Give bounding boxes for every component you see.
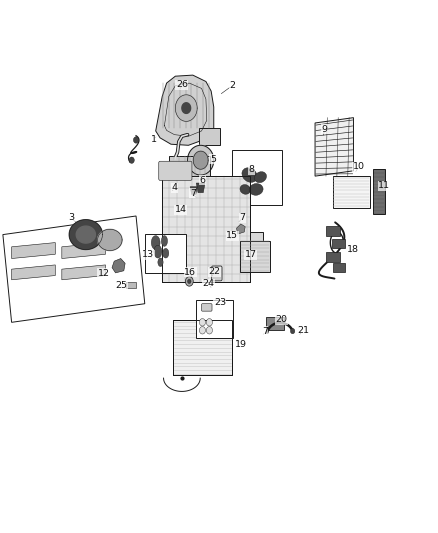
FancyBboxPatch shape [196, 300, 233, 338]
Circle shape [206, 319, 212, 326]
Polygon shape [190, 187, 197, 195]
FancyBboxPatch shape [199, 128, 220, 146]
Polygon shape [62, 265, 106, 280]
Circle shape [199, 319, 205, 326]
Text: 10: 10 [353, 162, 365, 171]
Text: 8: 8 [249, 165, 255, 174]
Text: 3: 3 [68, 213, 74, 222]
Ellipse shape [162, 248, 169, 258]
FancyBboxPatch shape [332, 176, 370, 208]
Text: 9: 9 [321, 125, 328, 134]
Ellipse shape [158, 258, 163, 266]
Polygon shape [62, 243, 106, 259]
Text: 17: 17 [244, 251, 256, 260]
Text: 22: 22 [208, 268, 221, 276]
Text: 15: 15 [226, 231, 238, 240]
Text: 20: 20 [276, 315, 287, 324]
FancyBboxPatch shape [159, 161, 192, 180]
FancyBboxPatch shape [232, 150, 283, 205]
Text: 4: 4 [171, 183, 177, 192]
Polygon shape [12, 243, 55, 259]
FancyBboxPatch shape [240, 241, 270, 272]
Ellipse shape [254, 172, 266, 183]
Text: 11: 11 [378, 181, 390, 190]
Circle shape [206, 327, 212, 334]
Polygon shape [175, 95, 197, 122]
Circle shape [199, 327, 205, 334]
Text: 25: 25 [115, 281, 127, 290]
FancyBboxPatch shape [169, 156, 210, 176]
Text: 2: 2 [229, 81, 235, 90]
FancyBboxPatch shape [145, 233, 186, 273]
Text: 16: 16 [184, 268, 196, 277]
Text: 12: 12 [98, 269, 110, 278]
FancyBboxPatch shape [126, 282, 136, 288]
FancyBboxPatch shape [162, 176, 250, 282]
Ellipse shape [242, 168, 257, 182]
Text: 23: 23 [214, 298, 226, 307]
FancyBboxPatch shape [250, 232, 263, 261]
Ellipse shape [151, 236, 160, 249]
Text: 26: 26 [176, 80, 188, 89]
Ellipse shape [161, 236, 167, 246]
Ellipse shape [249, 183, 263, 195]
Polygon shape [187, 146, 214, 175]
Text: 24: 24 [202, 279, 215, 288]
Circle shape [185, 277, 193, 286]
Polygon shape [69, 220, 102, 249]
Ellipse shape [240, 184, 251, 194]
FancyBboxPatch shape [325, 225, 340, 236]
Polygon shape [196, 183, 205, 192]
Circle shape [187, 279, 191, 284]
Polygon shape [3, 216, 145, 322]
Text: 5: 5 [210, 155, 216, 164]
Text: 21: 21 [297, 326, 309, 335]
Polygon shape [182, 103, 191, 114]
FancyBboxPatch shape [332, 239, 345, 248]
Text: 13: 13 [142, 251, 154, 260]
Circle shape [129, 157, 134, 164]
FancyBboxPatch shape [201, 304, 212, 311]
FancyBboxPatch shape [325, 252, 339, 262]
Text: 6: 6 [199, 176, 205, 185]
Circle shape [290, 328, 295, 334]
Polygon shape [112, 259, 125, 273]
Text: 7: 7 [190, 189, 196, 198]
FancyBboxPatch shape [212, 266, 222, 281]
Text: 19: 19 [235, 340, 247, 349]
Polygon shape [237, 224, 245, 234]
Circle shape [134, 137, 139, 143]
Polygon shape [98, 229, 122, 251]
Text: 1: 1 [151, 135, 156, 144]
Polygon shape [315, 118, 353, 176]
Text: 7: 7 [239, 213, 245, 222]
Polygon shape [155, 75, 214, 146]
Text: 14: 14 [175, 205, 187, 214]
Ellipse shape [154, 245, 162, 258]
Polygon shape [12, 265, 55, 280]
Text: 18: 18 [346, 245, 359, 254]
Text: 7: 7 [262, 327, 268, 336]
Polygon shape [193, 151, 208, 169]
FancyBboxPatch shape [266, 317, 284, 330]
FancyBboxPatch shape [333, 263, 345, 272]
Polygon shape [76, 226, 95, 243]
FancyBboxPatch shape [173, 320, 232, 375]
FancyBboxPatch shape [373, 169, 385, 214]
